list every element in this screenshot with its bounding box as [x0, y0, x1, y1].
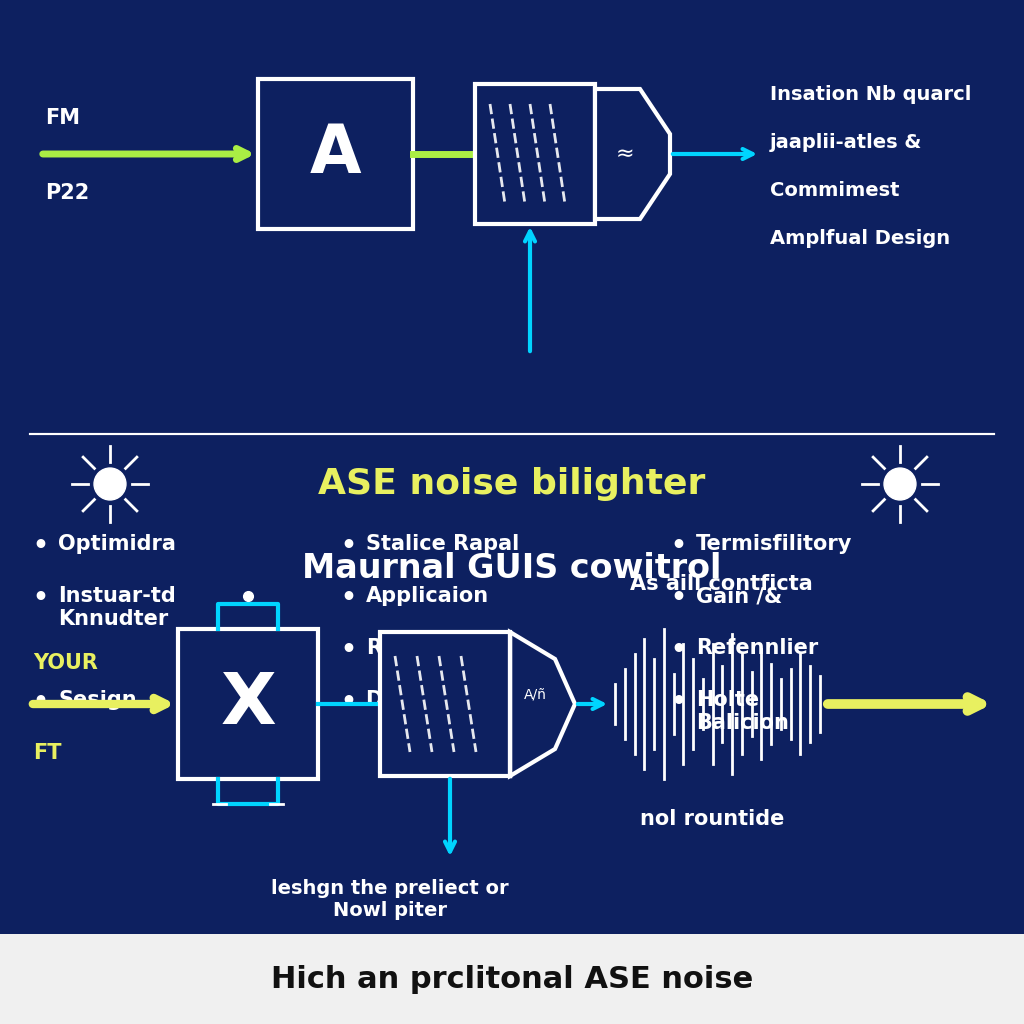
Polygon shape [510, 632, 575, 776]
Text: Instuar-td
Knnudter: Instuar-td Knnudter [58, 586, 176, 629]
Text: P22: P22 [45, 183, 89, 203]
Text: •: • [670, 586, 686, 610]
Text: •: • [340, 586, 356, 610]
Text: FT: FT [33, 743, 61, 763]
Text: A/ñ: A/ñ [523, 687, 547, 701]
Text: As aill contficta: As aill contficta [630, 574, 813, 594]
Text: •: • [670, 638, 686, 662]
Text: •: • [670, 690, 686, 714]
Text: Holte
Balicion: Holte Balicion [696, 690, 788, 733]
Text: Applicaion: Applicaion [366, 586, 489, 606]
Text: Gain /&: Gain /& [696, 586, 782, 606]
Text: nol rountide: nol rountide [640, 809, 784, 829]
Bar [178, 629, 318, 779]
Text: •: • [340, 534, 356, 558]
Text: jaaplii-atles &: jaaplii-atles & [770, 132, 923, 152]
Circle shape [884, 468, 915, 500]
Text: Maurnal GUIS cowitrol: Maurnal GUIS cowitrol [302, 553, 722, 586]
Text: leshgn the preliect or
Nowl piter: leshgn the preliect or Nowl piter [271, 879, 509, 920]
Text: X: X [220, 670, 275, 738]
Text: •: • [32, 586, 48, 610]
Text: Amplfual Design: Amplfual Design [770, 228, 950, 248]
Polygon shape [595, 89, 670, 219]
Text: •: • [32, 690, 48, 714]
Bar [258, 79, 413, 229]
Bar [475, 84, 595, 224]
Text: •: • [670, 534, 686, 558]
Text: Sesign: Sesign [58, 690, 136, 710]
Text: •: • [340, 690, 356, 714]
Text: Hich an prclitonal ASE noise: Hich an prclitonal ASE noise [271, 965, 753, 993]
Text: Termisfilitory: Termisfilitory [696, 534, 852, 554]
Text: YOUR: YOUR [33, 653, 98, 673]
Text: ≈: ≈ [615, 144, 634, 164]
Text: Commimest: Commimest [770, 180, 899, 200]
Text: Optimidra: Optimidra [58, 534, 176, 554]
Text: •: • [32, 534, 48, 558]
Text: Rasit: Rasit [366, 638, 426, 658]
Text: Refennlier: Refennlier [696, 638, 818, 658]
Text: •: • [340, 638, 356, 662]
Text: Insation Nb quarcl: Insation Nb quarcl [770, 85, 972, 103]
Text: ASE noise bilighter: ASE noise bilighter [318, 467, 706, 501]
Text: Digate control: Digate control [366, 690, 535, 710]
Text: Stalice Rapal: Stalice Rapal [366, 534, 519, 554]
Text: FM: FM [45, 108, 80, 128]
Bar [0, 934, 1024, 1024]
Circle shape [94, 468, 126, 500]
Text: A: A [309, 121, 360, 187]
Bar [380, 632, 510, 776]
